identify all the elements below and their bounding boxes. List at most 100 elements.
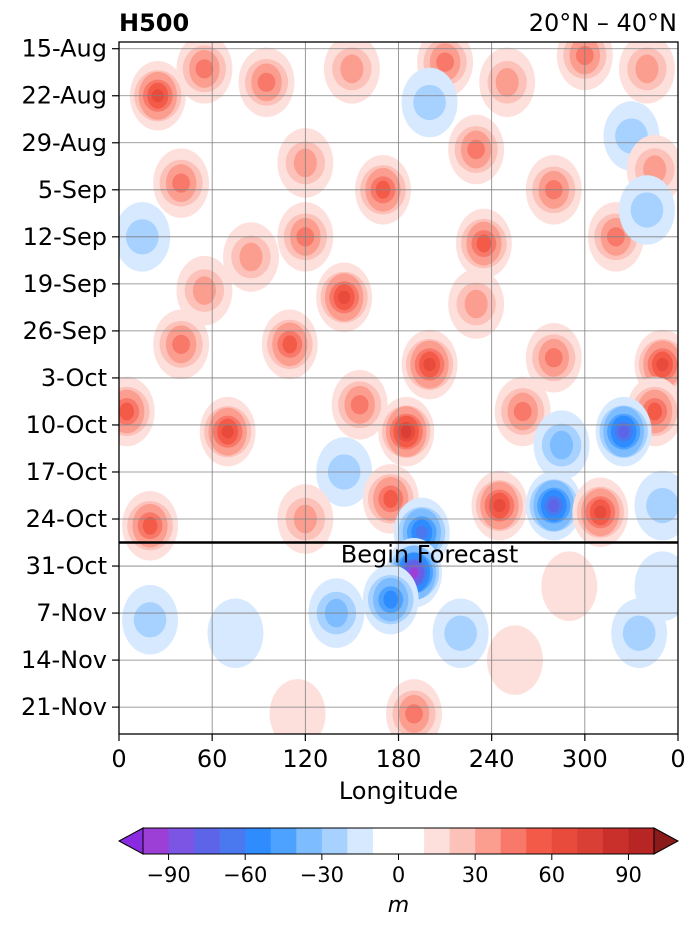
colorbar-segment — [398, 828, 425, 854]
colorbar-segment — [194, 828, 221, 854]
anomaly-blob — [122, 585, 179, 655]
anomaly-contour — [630, 192, 664, 228]
anomaly-contour — [119, 402, 135, 421]
anomaly-blob — [448, 114, 505, 185]
y-tick-label: 7-Nov — [36, 599, 107, 627]
y-tick-label: 10-Oct — [26, 411, 107, 439]
x-tick-label: 180 — [376, 745, 422, 773]
anomaly-contour — [594, 505, 607, 519]
colorbar-segment — [500, 828, 527, 854]
x-tick-label: 0 — [111, 745, 126, 773]
colorbar-segment — [270, 828, 297, 854]
anomaly-blob — [595, 396, 652, 467]
anomaly-blob — [223, 222, 279, 292]
anomaly-contour — [350, 395, 369, 415]
anomaly-blob — [316, 262, 373, 333]
x-tick-label: 120 — [282, 745, 328, 773]
anomaly-contour — [383, 489, 398, 508]
anomaly-contour — [142, 516, 158, 535]
y-tick-label: 15-Aug — [21, 35, 107, 63]
anomaly-contour — [172, 173, 191, 193]
anomaly-blob — [634, 470, 678, 541]
begin-forecast-label: Begin Forecast — [341, 541, 519, 569]
anomaly-contour — [495, 67, 519, 97]
anomaly-blob — [331, 370, 388, 440]
colorbar-segment — [628, 828, 655, 854]
anomaly-blob — [525, 322, 582, 393]
colorbar-segment — [424, 828, 451, 854]
anomaly-contour — [338, 290, 351, 304]
colorbar-segment — [168, 828, 195, 854]
anomaly-contour — [257, 72, 276, 92]
colorbar-segment — [245, 828, 272, 854]
y-tick-label: 17-Oct — [26, 458, 107, 486]
anomaly-contour — [405, 704, 423, 724]
colorbar-segment — [475, 828, 502, 854]
anomaly-blob — [401, 67, 458, 138]
anomaly-contour — [195, 59, 214, 79]
anomaly-blob — [261, 309, 318, 380]
colorbar-segment — [143, 828, 170, 854]
colorbar-tick-label: −90 — [146, 863, 190, 887]
anomaly-blob — [572, 477, 629, 548]
anomaly-contour — [544, 348, 563, 368]
anomaly-contour — [513, 401, 532, 422]
chart-title: H500 — [119, 9, 189, 37]
x-tick-label: 240 — [469, 745, 515, 773]
anomaly-contour — [646, 487, 678, 524]
anomaly-blob — [634, 551, 678, 621]
anomaly-contour — [415, 525, 428, 540]
anomaly-blob — [238, 47, 295, 118]
anomaly-contour — [541, 551, 598, 621]
anomaly-blob — [153, 148, 210, 218]
anomaly-blob — [199, 396, 256, 467]
anomaly-contour — [192, 276, 216, 305]
anomaly-blob — [471, 470, 528, 541]
colorbar-segment — [347, 828, 374, 854]
anomaly-contour — [634, 551, 678, 621]
colorbar-segment — [526, 828, 553, 854]
x-axis: 0 60 120 180 240 300 0 — [111, 734, 686, 773]
anomaly-contour — [269, 679, 326, 734]
anomaly-contour — [400, 425, 412, 439]
anomaly-contour — [383, 590, 398, 609]
anomaly-contour — [550, 430, 574, 460]
anomaly-blob — [153, 309, 210, 380]
anomaly-blob — [533, 410, 590, 480]
y-tick-label: 24-Oct — [26, 505, 107, 533]
anomaly-blob — [494, 376, 551, 447]
anomaly-contour — [340, 54, 364, 84]
anomaly-contour — [239, 242, 263, 272]
y-tick-label: 12-Sep — [23, 223, 107, 251]
x-tick-label: 300 — [562, 745, 608, 773]
anomaly-contour — [647, 402, 662, 421]
anomaly-blob — [455, 208, 512, 279]
colorbar-segment — [372, 828, 399, 854]
anomaly-contour — [618, 425, 629, 439]
colorbar-tick-label: 0 — [392, 863, 405, 887]
x-tick-label: 0 — [670, 745, 685, 773]
anomaly-blob — [432, 598, 489, 668]
colorbar-tick-label: −60 — [223, 863, 267, 887]
anomaly-blob — [619, 42, 675, 104]
colorbar-extend-high — [653, 827, 680, 855]
anomaly-blob — [176, 255, 233, 326]
x-axis-label: Longitude — [339, 777, 458, 805]
anomaly-blob — [119, 376, 155, 447]
anomaly-contour — [409, 567, 419, 578]
anomaly-blob — [618, 175, 675, 245]
colorbar-segment — [219, 828, 246, 854]
anomaly-blob — [362, 564, 419, 635]
colorbar-tick-label: 30 — [462, 863, 489, 887]
anomaly-contour — [221, 425, 234, 439]
anomaly-contour — [476, 234, 492, 253]
anomaly-contour — [635, 54, 659, 84]
anomaly-contour — [548, 498, 560, 513]
anomaly-blob — [541, 551, 598, 621]
anomaly-contour — [622, 615, 656, 651]
anomaly-contour — [436, 52, 454, 72]
anomaly-blob — [323, 42, 380, 104]
y-axis: 15-Aug 22-Aug 29-Aug 5-Sep 12-Sep 19-Sep 26-Se… — [21, 35, 119, 721]
anomaly-blob — [207, 598, 264, 668]
